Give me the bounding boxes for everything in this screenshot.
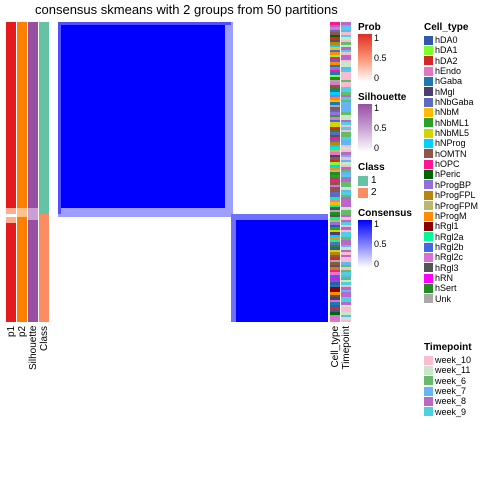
timepoint-item: week_9 bbox=[424, 407, 500, 417]
track-label-p1: p1 bbox=[6, 326, 16, 396]
track-p2 bbox=[17, 22, 27, 322]
plot-title: consensus skmeans with 2 groups from 50 … bbox=[35, 2, 338, 17]
anno-cell_type bbox=[330, 22, 340, 322]
celltype-legend: Cell_typehDA0hDA1hDA2hEndohGabahMglhNbGa… bbox=[424, 22, 500, 304]
celltype-item: hOMTN bbox=[424, 149, 500, 159]
track-label-class: Class bbox=[39, 326, 49, 396]
celltype-item: Unk bbox=[424, 294, 500, 304]
celltype-item: hRgl3 bbox=[424, 263, 500, 273]
celltype-item: hRgl1 bbox=[424, 221, 500, 231]
timepoint-item: week_6 bbox=[424, 376, 500, 386]
timepoint-item: week_7 bbox=[424, 386, 500, 396]
celltype-item: hNbM bbox=[424, 107, 500, 117]
celltype-item: hNbML5 bbox=[424, 128, 500, 138]
timepoint-item: week_10 bbox=[424, 355, 500, 365]
celltype-item: hNbML1 bbox=[424, 118, 500, 128]
celltype-item: hRgl2c bbox=[424, 252, 500, 262]
timepoint-legend: Timepointweek_10week_11week_6week_7week_… bbox=[424, 342, 500, 417]
anno-timepoint bbox=[341, 22, 351, 322]
celltype-item: hDA1 bbox=[424, 45, 500, 55]
celltype-item: hRgl2a bbox=[424, 232, 500, 242]
track-label-silhouette: Silhouette bbox=[28, 326, 38, 396]
anno-label-timepoint: Timepoint bbox=[341, 326, 351, 372]
left-annotation-tracks bbox=[6, 22, 49, 322]
timepoint-item: week_8 bbox=[424, 396, 500, 406]
celltype-item: hProgM bbox=[424, 211, 500, 221]
anno-label-cell_type: Cell_type bbox=[330, 326, 340, 372]
celltype-item: hProgBP bbox=[424, 180, 500, 190]
track-label-p2: p2 bbox=[17, 326, 27, 396]
celltype-item: hNbGaba bbox=[424, 97, 500, 107]
celltype-item: hOPC bbox=[424, 159, 500, 169]
celltype-item: hRN bbox=[424, 273, 500, 283]
consensus-heatmap bbox=[58, 22, 328, 322]
track-silhouette bbox=[28, 22, 38, 322]
celltype-item: hRgl2b bbox=[424, 242, 500, 252]
celltype-item: hNProg bbox=[424, 138, 500, 148]
celltype-item: hDA0 bbox=[424, 35, 500, 45]
track-p1 bbox=[6, 22, 16, 322]
celltype-item: hSert bbox=[424, 283, 500, 293]
celltype-item: hPeric bbox=[424, 169, 500, 179]
right-annotation-tracks bbox=[330, 22, 351, 322]
anno-labels: Cell_typeTimepoint bbox=[330, 326, 351, 372]
celltype-item: hMgl bbox=[424, 87, 500, 97]
celltype-item: hGaba bbox=[424, 76, 500, 86]
celltype-item: hDA2 bbox=[424, 56, 500, 66]
track-class bbox=[39, 22, 49, 322]
celltype-item: hProgFPM bbox=[424, 201, 500, 211]
scale-legends: Prob10.50Silhouette10.50Class12Consensus… bbox=[358, 22, 420, 278]
celltype-item: hProgFPL bbox=[424, 190, 500, 200]
timepoint-item: week_11 bbox=[424, 365, 500, 375]
track-labels: p1p2SilhouetteClass bbox=[6, 326, 49, 396]
celltype-item: hEndo bbox=[424, 66, 500, 76]
